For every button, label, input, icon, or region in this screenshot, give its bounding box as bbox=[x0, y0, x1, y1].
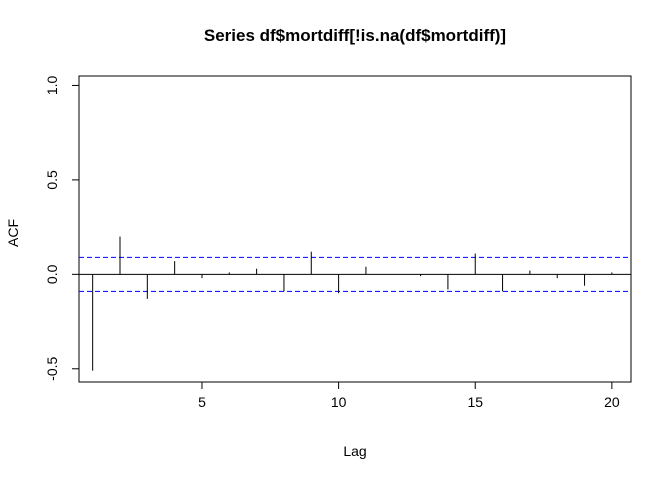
y-tick-label: 0.0 bbox=[44, 264, 60, 284]
y-tick-label: -0.5 bbox=[44, 357, 60, 381]
x-axis-label: Lag bbox=[343, 443, 366, 459]
x-tick-label: 15 bbox=[467, 394, 483, 410]
x-tick-label: 5 bbox=[198, 394, 206, 410]
chart-title: Series df$mortdiff[!is.na(df$mortdiff)] bbox=[204, 26, 506, 45]
plot-frame bbox=[78, 75, 632, 383]
x-tick-label: 20 bbox=[604, 394, 620, 410]
axes: 5 10 15 20 -0.5 0.0 0.5 1.0 bbox=[44, 75, 632, 410]
y-tick-label: 0.5 bbox=[44, 170, 60, 190]
x-tick-label: 10 bbox=[331, 394, 347, 410]
y-tick-label: 1.0 bbox=[44, 76, 60, 96]
acf-marks bbox=[79, 236, 631, 371]
y-axis-label: ACF bbox=[5, 219, 21, 247]
